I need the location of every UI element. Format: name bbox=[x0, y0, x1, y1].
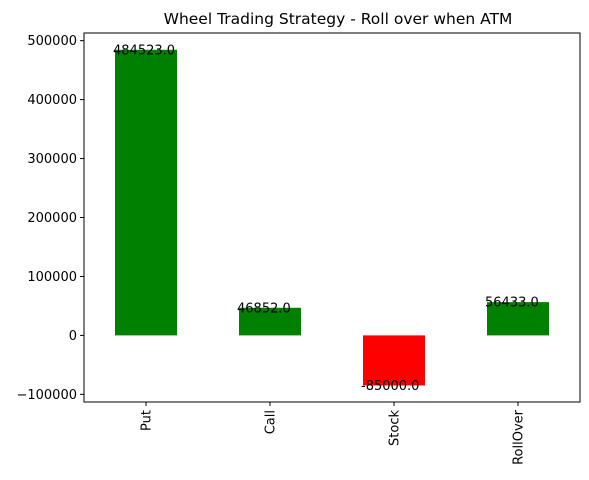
x-tick-label: Stock bbox=[388, 410, 403, 446]
y-tick-label: 0 bbox=[69, 329, 77, 344]
x-tick-label: RollOver bbox=[512, 409, 527, 465]
y-tick-label: −100000 bbox=[16, 388, 77, 403]
y-tick-label: 200000 bbox=[27, 211, 77, 226]
x-axis: Put Call Stock RollOver bbox=[140, 402, 527, 465]
y-tick-label: 500000 bbox=[27, 34, 77, 49]
x-tick-label: Call bbox=[264, 410, 279, 434]
y-tick-label: 300000 bbox=[27, 152, 77, 167]
data-label: 56433.0 bbox=[485, 296, 539, 311]
data-label: 484523.0 bbox=[113, 43, 175, 58]
bar-stock bbox=[363, 335, 425, 385]
y-tick-label: 400000 bbox=[27, 93, 77, 108]
x-tick-label: Put bbox=[140, 410, 155, 431]
bar-put bbox=[115, 50, 177, 336]
y-axis: −100000 0 100000 200000 300000 400000 500000 bbox=[16, 34, 84, 403]
chart-title: Wheel Trading Strategy - Roll over when … bbox=[164, 10, 513, 28]
data-label: -85000.0 bbox=[361, 379, 419, 394]
bars bbox=[115, 50, 549, 386]
data-label: 46852.0 bbox=[237, 301, 291, 316]
y-tick-label: 100000 bbox=[27, 270, 77, 285]
